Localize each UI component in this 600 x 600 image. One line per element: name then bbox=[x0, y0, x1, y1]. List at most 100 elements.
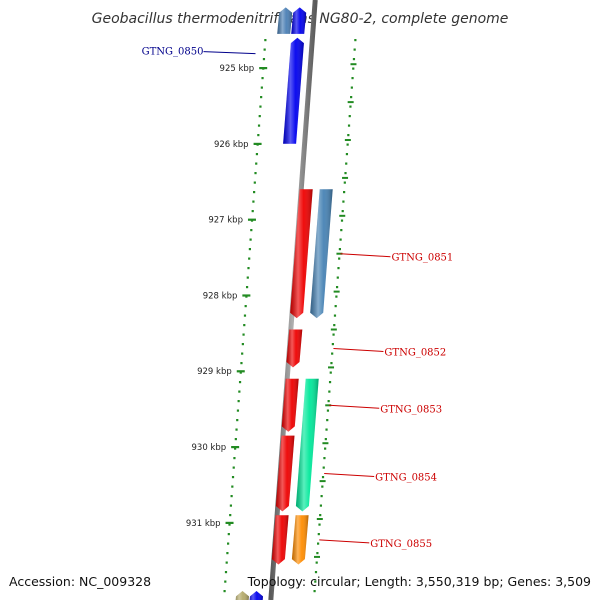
ruler-dot bbox=[337, 267, 340, 270]
ruler-dash bbox=[336, 252, 343, 255]
gene-leader-line bbox=[319, 539, 370, 544]
dotted-guides bbox=[223, 39, 357, 593]
ruler-dot bbox=[241, 352, 244, 355]
ruler-dot bbox=[344, 172, 347, 175]
gene-arrow[interactable] bbox=[234, 591, 249, 600]
gene-track bbox=[234, 7, 333, 600]
ruler-dot bbox=[247, 267, 250, 270]
gene-arrow[interactable] bbox=[283, 37, 304, 144]
ruler-dot bbox=[354, 39, 357, 42]
ruler-dash bbox=[325, 404, 332, 407]
gene-leader-line bbox=[324, 473, 375, 478]
kbp-ruler: 925 kbp 926 kbp 927 kbp 928 kbp 929 kbp 930 k… bbox=[186, 64, 268, 529]
ruler-dot bbox=[336, 276, 339, 279]
gene-label[interactable]: GTNG_0853 bbox=[380, 404, 442, 415]
ruler-dot bbox=[328, 381, 332, 384]
gene-label[interactable]: GTNG_0855 bbox=[370, 539, 432, 550]
ruler-dot bbox=[253, 181, 256, 184]
gene-leader-line bbox=[329, 404, 380, 409]
ruler-dot bbox=[320, 495, 323, 498]
ruler-dot bbox=[240, 362, 243, 365]
ruler-dot bbox=[324, 447, 327, 450]
gene-arrow[interactable] bbox=[295, 378, 319, 512]
ruler-dot bbox=[347, 124, 351, 127]
gene-arrow[interactable] bbox=[248, 591, 263, 600]
ruler-dot bbox=[317, 533, 320, 536]
gene-label[interactable]: GTNG_0850 bbox=[142, 47, 204, 58]
ruler-dot bbox=[329, 371, 332, 374]
ruler-dot bbox=[239, 371, 242, 374]
ruler-dot bbox=[338, 248, 341, 251]
ruler-dash bbox=[347, 101, 354, 104]
gene-arrow[interactable] bbox=[290, 189, 313, 319]
gene-leader-line bbox=[333, 347, 384, 352]
kbp-tick bbox=[242, 294, 251, 297]
ruler-dot bbox=[254, 172, 257, 175]
ruler-dot bbox=[317, 542, 320, 545]
ruler-dot bbox=[249, 238, 252, 241]
ruler-dot bbox=[259, 105, 262, 108]
kbp-tick-label: 930 kbp bbox=[192, 443, 227, 453]
gene-leader-line bbox=[203, 51, 256, 55]
ruler-dot bbox=[338, 257, 341, 260]
ruler-dot bbox=[335, 295, 338, 298]
gene-label[interactable]: GTNG_0854 bbox=[375, 473, 437, 484]
kbp-tick bbox=[253, 142, 262, 145]
ruler-dot bbox=[237, 400, 240, 403]
ruler-dot bbox=[321, 476, 325, 479]
ruler-dot bbox=[324, 438, 327, 441]
ruler-dot bbox=[326, 419, 329, 422]
gene-arrow[interactable] bbox=[291, 515, 309, 565]
ruler-dot bbox=[314, 571, 318, 574]
ruler-dot bbox=[233, 457, 236, 460]
gene-arrow[interactable] bbox=[277, 7, 293, 34]
ruler-dash bbox=[344, 139, 351, 142]
kbp-tick-label: 929 kbp bbox=[197, 367, 232, 377]
gene-label[interactable]: GTNG_0851 bbox=[391, 253, 453, 264]
gene-arrow[interactable] bbox=[310, 189, 333, 319]
kbp-tick-label: 931 kbp bbox=[186, 519, 221, 529]
ruler-dot bbox=[343, 181, 346, 184]
kbp-tick-label: 927 kbp bbox=[208, 216, 243, 226]
ruler-dot bbox=[319, 504, 323, 507]
ruler-dot bbox=[348, 115, 351, 118]
ruler-dash bbox=[350, 63, 357, 66]
gene-arrow[interactable] bbox=[275, 435, 295, 512]
ruler-dot bbox=[252, 200, 255, 203]
ruler-dot bbox=[322, 466, 325, 469]
ruler-dot bbox=[253, 191, 256, 194]
ruler-dot bbox=[229, 504, 233, 507]
ruler-dot bbox=[234, 447, 237, 450]
ruler-dot bbox=[350, 96, 353, 99]
ruler-dash bbox=[322, 442, 329, 445]
kbp-tick bbox=[236, 370, 245, 373]
gene-arrow[interactable] bbox=[271, 515, 289, 565]
ruler-dot bbox=[250, 229, 253, 232]
ruler-dot bbox=[326, 409, 330, 412]
ruler-dot bbox=[350, 86, 353, 89]
ruler-dash bbox=[314, 555, 321, 558]
ruler-dot bbox=[248, 257, 251, 260]
kbp-tick bbox=[247, 218, 256, 221]
ruler-dash bbox=[319, 480, 326, 483]
ruler-dot bbox=[224, 580, 227, 583]
ruler-dot bbox=[319, 514, 322, 517]
gene-arrow[interactable] bbox=[281, 378, 299, 432]
gene-label[interactable]: GTNG_0852 bbox=[384, 347, 446, 358]
ruler-dot bbox=[335, 286, 339, 289]
ruler-dot bbox=[251, 210, 254, 213]
ruler-dot bbox=[227, 542, 230, 545]
ruler-dot bbox=[342, 200, 345, 203]
ruler-dot bbox=[236, 409, 240, 412]
gene-arrow[interactable] bbox=[286, 329, 303, 368]
ruler-dot bbox=[244, 305, 247, 308]
ruler-dot bbox=[331, 343, 334, 346]
ruler-dash bbox=[342, 176, 349, 179]
ruler-dash bbox=[316, 518, 323, 521]
ruler-dot bbox=[234, 438, 237, 441]
ruler-dot bbox=[339, 238, 342, 241]
gene-arrow[interactable] bbox=[291, 7, 307, 34]
ruler-dot bbox=[332, 333, 335, 336]
ruler-dot bbox=[223, 590, 226, 593]
